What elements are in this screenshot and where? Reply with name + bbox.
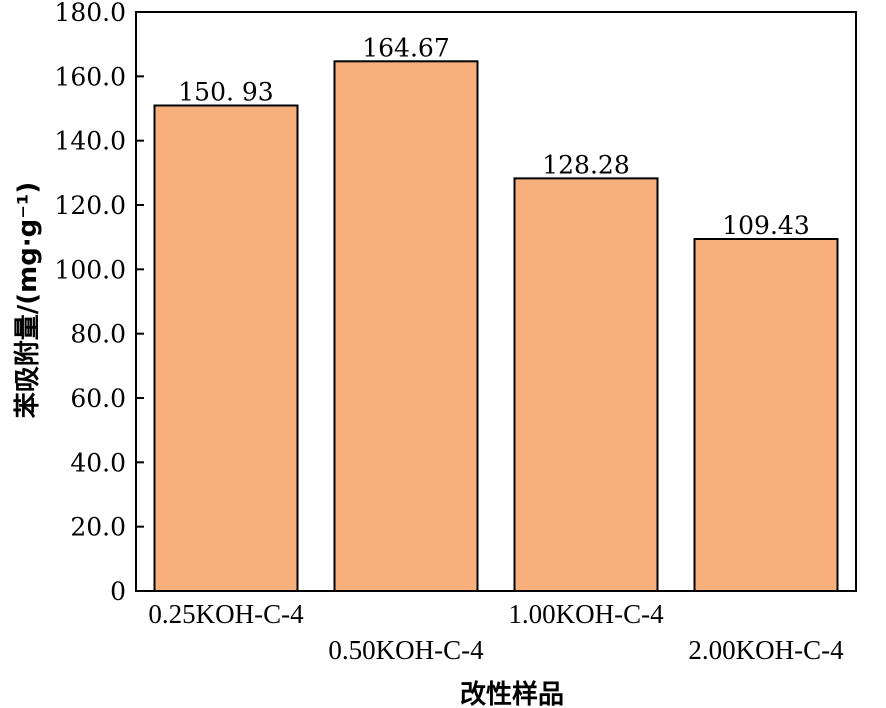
plot-area (135, 11, 857, 592)
bar-value-label: 109.43 (722, 211, 809, 240)
y-axis: 0 20.0 40.0 60.0 80.0 100.0 120.0 140.0 160.0 180… (54, 0, 144, 606)
y-tick-label: 40.0 (70, 448, 126, 477)
y-tick-label: 20.0 (70, 513, 126, 542)
y-tick-label: 120.0 (54, 191, 126, 220)
bar-value-label: 128.28 (542, 150, 629, 179)
bar (693, 238, 839, 593)
bar (513, 177, 659, 592)
y-tick-label: 80.0 (70, 320, 126, 349)
y-tick-label: 60.0 (70, 384, 126, 413)
x-axis: 0.25KOH-C-4 0.50KOH-C-4 1.00KOH-C-4 2.00KOH… (148, 599, 844, 665)
y-tick-label: 140.0 (54, 127, 126, 156)
y-axis-title: 苯吸附量/(mg·g⁻¹) (13, 182, 43, 420)
x-tick-label: 0.25KOH-C-4 (148, 599, 304, 629)
y-tick-label: 0 (110, 577, 126, 606)
bar (333, 60, 479, 592)
plot-border (135, 11, 857, 592)
y-tick-label: 180.0 (54, 0, 126, 27)
x-tick-label: 0.50KOH-C-4 (328, 635, 484, 665)
y-tick-label: 160.0 (54, 62, 126, 91)
x-tick-label: 2.00KOH-C-4 (688, 635, 844, 665)
x-axis-title: 改性样品 (460, 679, 564, 708)
x-tick-label: 1.00KOH-C-4 (508, 599, 664, 629)
y-tick-label: 100.0 (54, 255, 126, 284)
bar-value-label: 164.67 (362, 33, 449, 62)
bars-group: 150. 93 164.67 128.28 109.43 (153, 33, 839, 593)
bar (153, 104, 299, 592)
bar-value-label: 150. 93 (178, 78, 273, 107)
